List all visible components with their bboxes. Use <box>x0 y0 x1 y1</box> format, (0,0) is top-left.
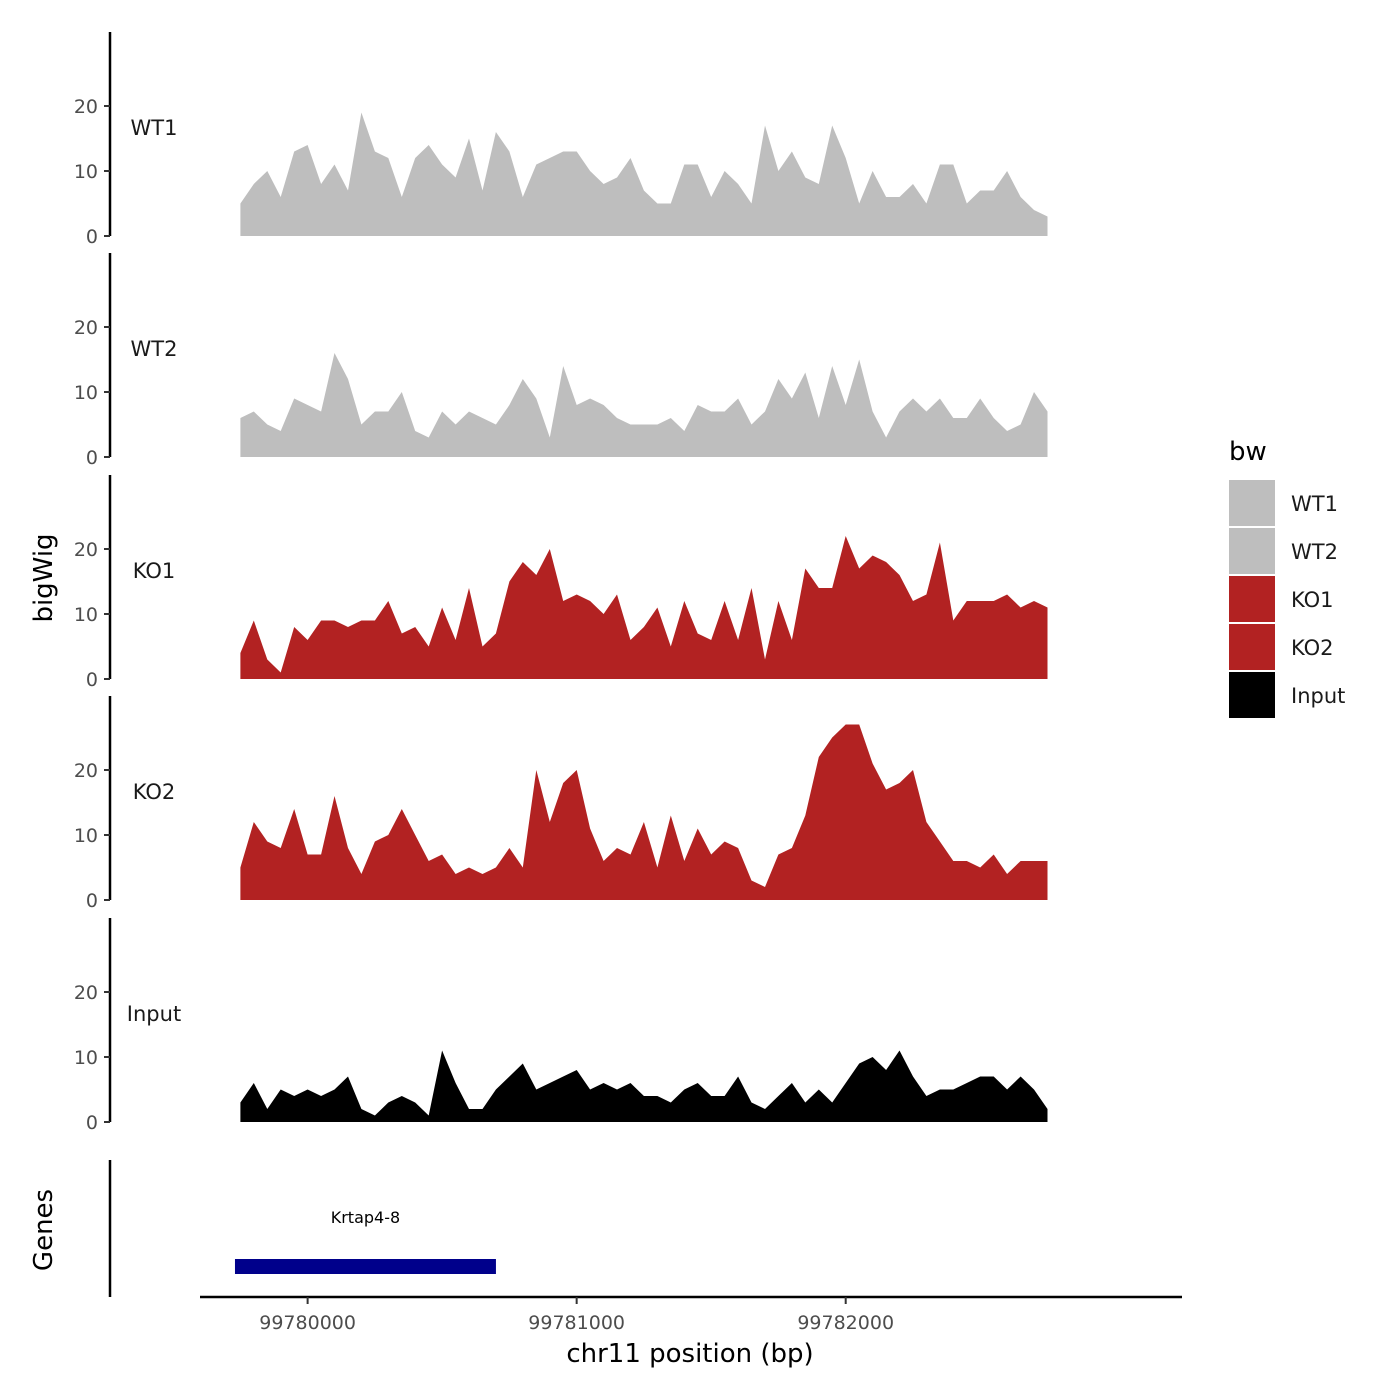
y-tick-label: 20 <box>74 539 98 561</box>
gene-track: Krtap4-8 <box>108 1160 496 1297</box>
gene-bar <box>234 1259 496 1274</box>
track-wt2: 0 10 20 WT2 <box>74 253 1048 469</box>
y-axis-title: bigWig <box>29 533 59 622</box>
y-tick-label: 10 <box>74 1047 98 1069</box>
y-tick-label: 10 <box>74 161 98 183</box>
track-label: WT1 <box>131 116 178 140</box>
coverage-area-wt2 <box>240 353 1048 457</box>
legend-label: WT2 <box>1291 540 1338 564</box>
x-tick-label: 99781000 <box>528 1312 625 1334</box>
track-wt1: 0 10 20 WT1 <box>74 32 1048 248</box>
legend-label: KO2 <box>1291 636 1334 660</box>
y-tick-label: 0 <box>86 1112 98 1134</box>
legend-key-wt1 <box>1229 480 1275 526</box>
track-ko1: 0 10 20 KO1 <box>74 475 1048 691</box>
y-tick-label: 0 <box>86 226 98 248</box>
track-ko2: 0 10 20 KO2 <box>74 696 1048 912</box>
y-tick-label: 10 <box>74 382 98 404</box>
track-label: KO1 <box>133 559 176 583</box>
y-tick-label: 10 <box>74 825 98 847</box>
legend-key-input <box>1229 672 1275 718</box>
coverage-area-ko1 <box>240 536 1048 679</box>
y-tick-label: 20 <box>74 317 98 339</box>
x-tick-label: 99780000 <box>259 1312 356 1334</box>
x-axis: 99780000 99781000 99782000 <box>200 1295 1182 1334</box>
y-tick-label: 0 <box>86 669 98 691</box>
y-tick-label: 0 <box>86 890 98 912</box>
coverage-area-input <box>240 1050 1048 1122</box>
y-tick-label: 0 <box>86 447 98 469</box>
track-label: Input <box>127 1002 181 1026</box>
coverage-area-ko2 <box>240 724 1048 900</box>
y-tick-label: 20 <box>74 760 98 782</box>
legend-key-ko2 <box>1229 624 1275 670</box>
y-tick-label: 20 <box>74 982 98 1004</box>
legend-label: KO1 <box>1291 588 1334 612</box>
legend-title: bw <box>1229 437 1267 467</box>
y-tick-label: 10 <box>74 604 98 626</box>
track-label: WT2 <box>131 337 178 361</box>
track-label: KO2 <box>133 780 176 804</box>
legend-label: Input <box>1291 684 1345 708</box>
gene-label: Krtap4-8 <box>331 1208 400 1227</box>
legend-key-wt2 <box>1229 528 1275 574</box>
x-axis-title: chr11 position (bp) <box>566 1339 813 1369</box>
y-tick-label: 20 <box>74 96 98 118</box>
legend: bw WT1 WT2 KO1 KO2 Input <box>1229 437 1345 718</box>
legend-key-ko1 <box>1229 576 1275 622</box>
track-input: 0 10 20 Input <box>74 918 1048 1134</box>
genes-axis-title: Genes <box>29 1189 59 1271</box>
coverage-area-wt1 <box>240 112 1048 236</box>
legend-label: WT1 <box>1291 492 1338 516</box>
track-panels: 0 10 20 WT1 0 10 20 WT2 0 10 20 KO1 0 10 20 KO2 0 10 20 Inp… <box>74 32 1048 1134</box>
x-tick-label: 99782000 <box>797 1312 894 1334</box>
